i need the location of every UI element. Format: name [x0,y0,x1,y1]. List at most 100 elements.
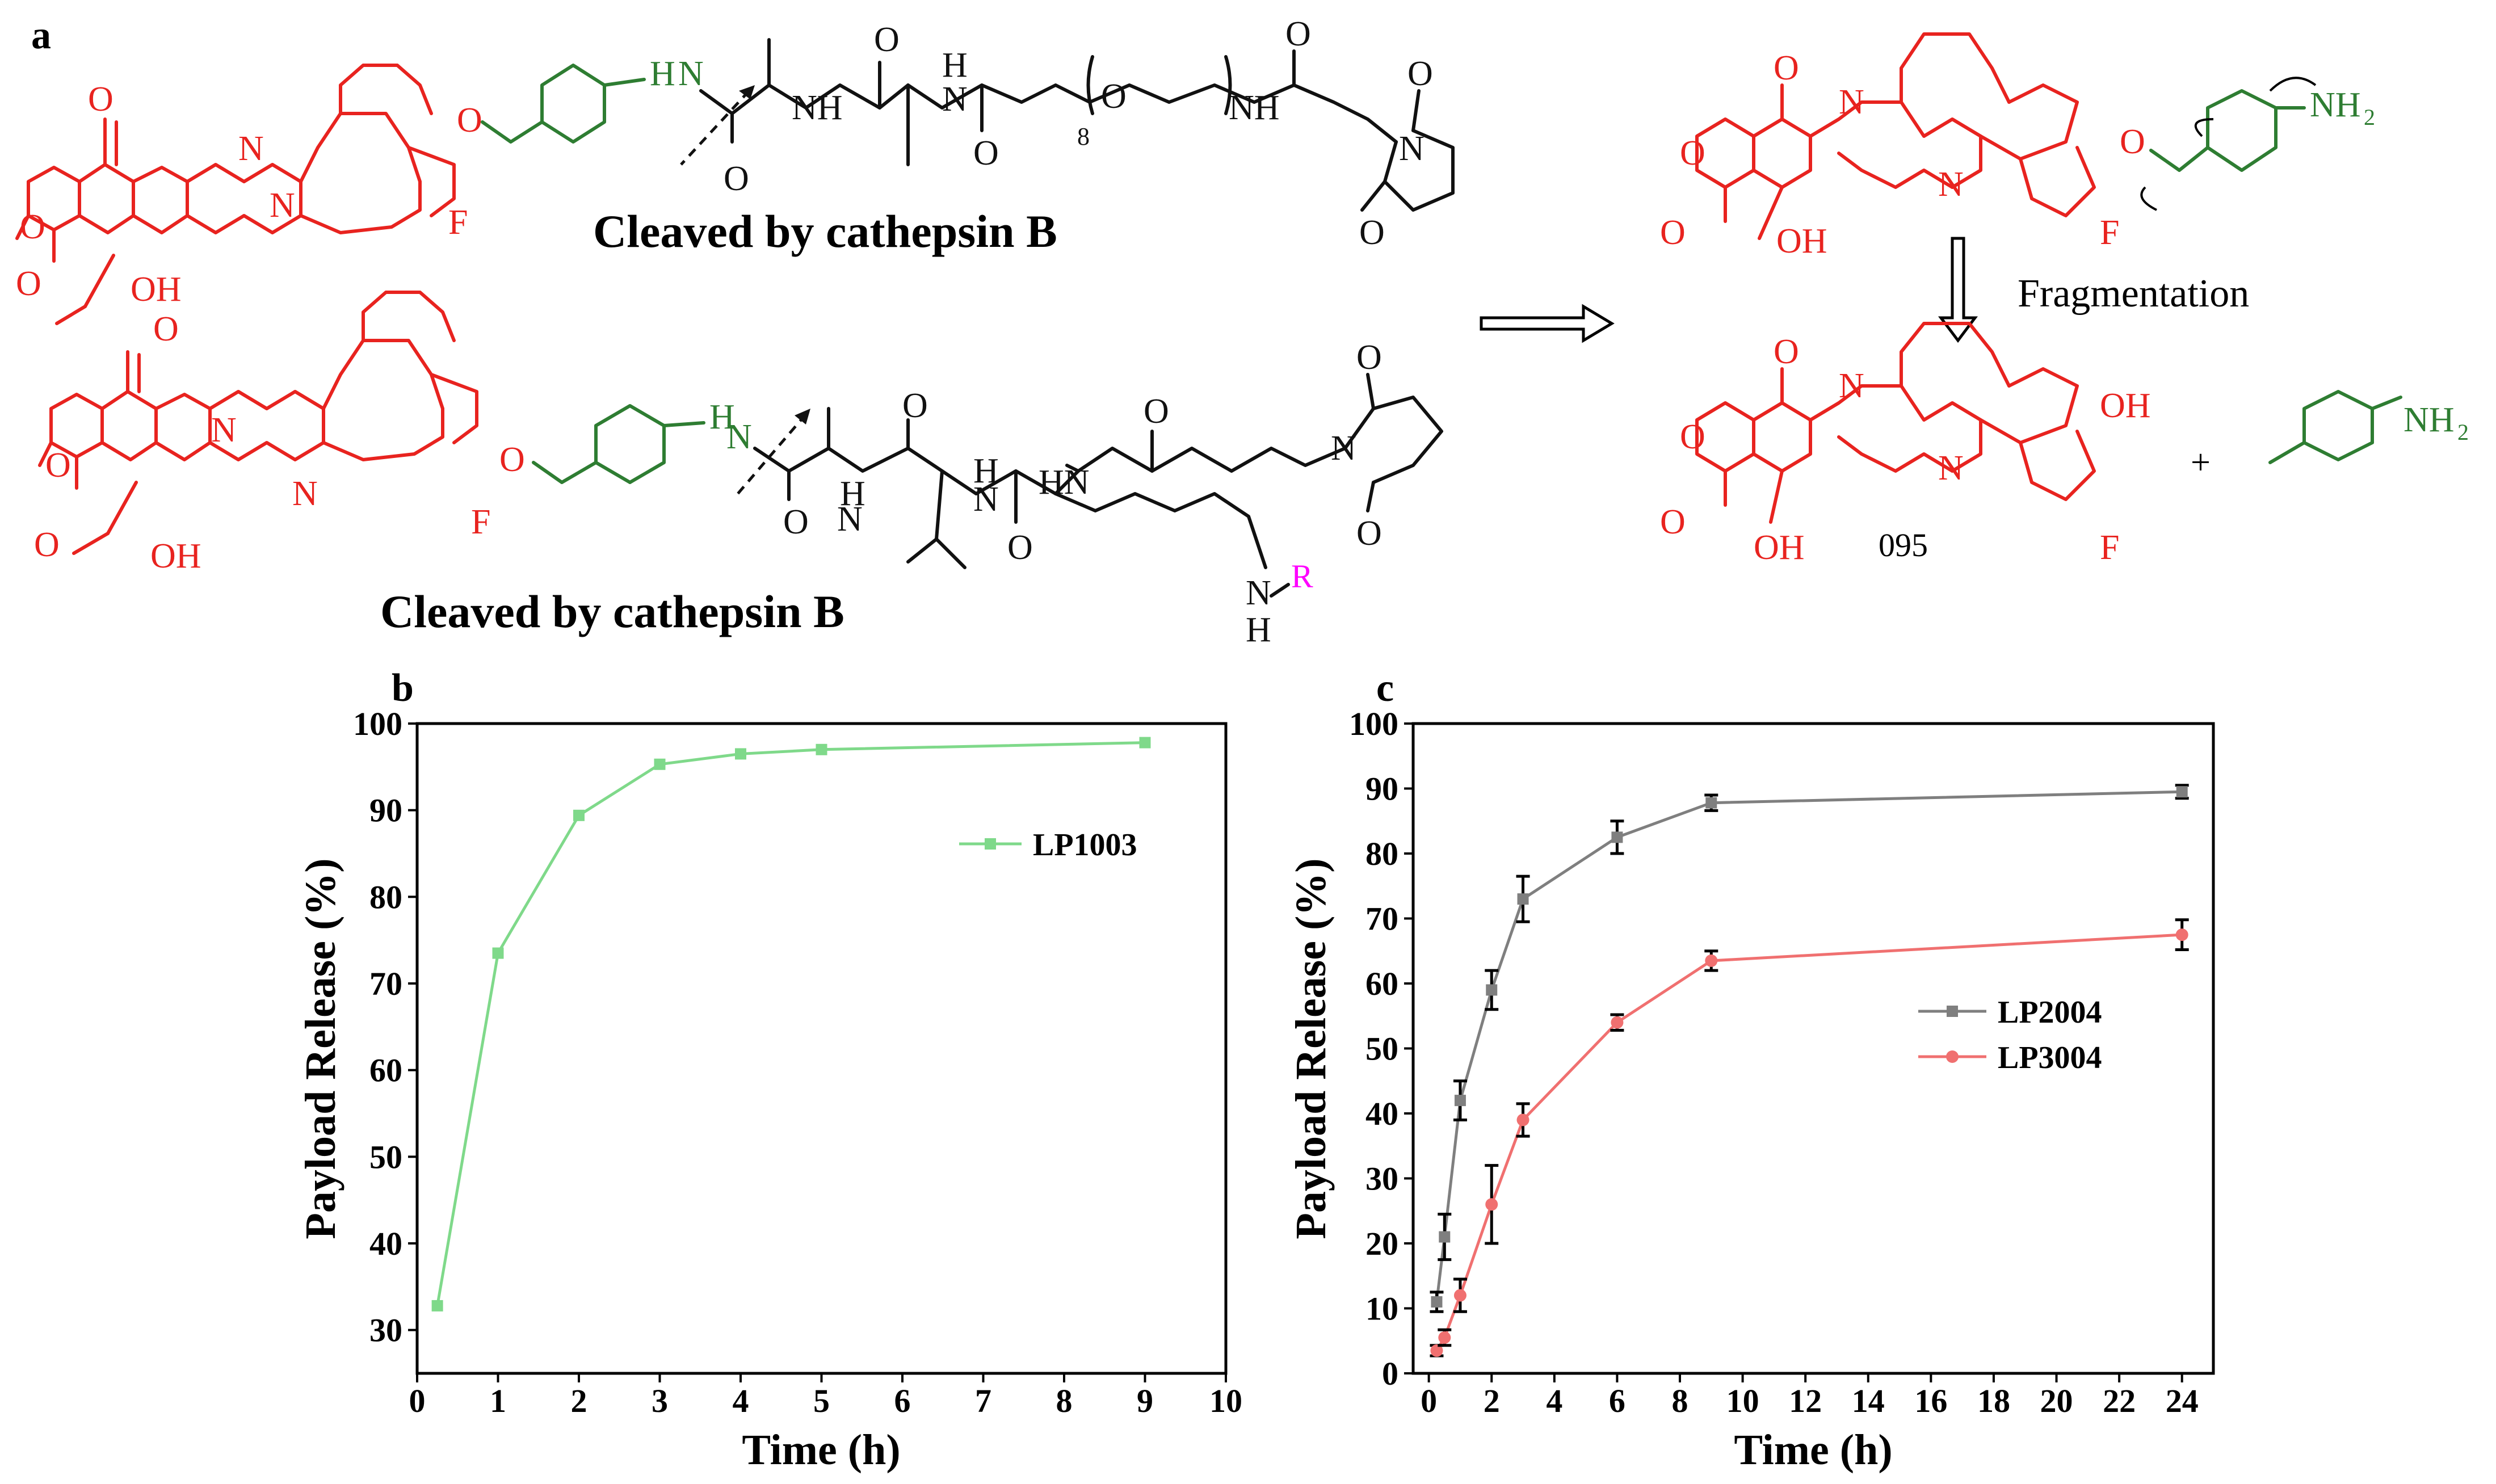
chart-c-series-1-point [1453,1289,1466,1302]
legend-lp3004: LP3004 [1998,1040,2102,1075]
atom-n: N [270,186,295,225]
atom-nh2: NH [2403,401,2455,439]
atom-o: O [45,446,71,485]
atom-oh: OH [2100,386,2151,425]
atom-n: N [678,54,704,93]
atom-f: F [448,203,468,242]
chart-c-x-tick-label: 6 [1609,1382,1625,1419]
atom-n: N [1331,429,1356,468]
intermediate-linker-structure [2140,77,2317,211]
chart-c-series-1-point [1611,1016,1624,1029]
chart-c-y-tick-label: 0 [1382,1355,1398,1392]
chart-c-x-tick-label: 12 [1789,1382,1822,1419]
chart-b-series-marks [431,737,1151,1311]
atom-o: O [1774,333,1799,371]
chart-b-x-tick-label: 7 [975,1382,991,1419]
atom-n: N [238,129,264,168]
atom-o: O [874,20,900,59]
atom-o: O [1356,338,1382,377]
chart-c-y-tick-label: 60 [1365,965,1398,1002]
atom-o: O [1359,213,1385,252]
chart-c-y-tick-label: 50 [1365,1031,1398,1067]
top-payload-structure [15,64,456,325]
chart-b-series-0-point [573,809,585,821]
chart-b-series-0-point [431,1300,443,1311]
atom-o: O [1680,418,1705,456]
chart-b-y-tick-label: 70 [369,965,402,1002]
chart-b-y-tick-label: 30 [369,1312,402,1349]
chart-b: b 0 1 2 3 4 5 6 7 8 9 10 30 40 50 60 70 80 90 100 Time (h)… [297,666,1242,1474]
atom-nh: NH [792,89,843,127]
r-group-label: R [1291,558,1313,595]
atom-oh: OH [1754,528,1805,567]
atom-o: O [20,208,45,246]
chart-c-series-0-point [1517,893,1529,905]
chart-c-x-tick-label: 4 [1546,1382,1562,1419]
quinone-methide-structure [2268,390,2402,464]
atom-h: H [840,474,865,513]
atom-o: O [1007,528,1033,567]
chart-b-x-tick-label: 5 [813,1382,830,1419]
chart-b-y-axis-title: Payload Release (%) [297,858,344,1239]
atom-o: O [1285,15,1311,53]
chart-b-x-axis-title: Time (h) [742,1426,900,1474]
fragmentation-label: Fragmentation [2018,272,2249,316]
atom-n: N [211,411,237,449]
legend-lp1003: LP1003 [1033,827,1137,863]
chart-c-x-tick-label: 14 [1852,1382,1885,1419]
atom-n: N [1839,367,1864,405]
chart-b-series-0-point [492,947,504,959]
chart-c-series-0-point [1454,1095,1466,1107]
chart-c-series-marks [1430,784,2189,1357]
atom-o: O [1680,134,1705,173]
bottom-linker-structure [532,404,705,484]
chart-c-y-tick-label: 100 [1349,705,1398,742]
chart-c-x-tick-label: 2 [1484,1382,1500,1419]
atom-h: H [709,398,735,436]
chart-b-x-tick-label: 4 [733,1382,749,1419]
top-peptide-structure [680,38,1455,212]
chart-b-series-0-point [735,748,746,760]
atom-n: N [726,418,752,456]
atom-h: H [650,54,675,93]
atom-o: O [499,440,525,479]
atom-o: O [2120,123,2145,161]
chart-b-y-tick-label: 40 [369,1225,402,1262]
intermediate-structure [1695,32,2096,240]
atom-o: O [783,503,809,541]
atom-o: O [1407,54,1433,93]
chart-b-series-0-point [654,758,666,770]
chart-c-x-tick-label: 8 [1672,1382,1688,1419]
atom-o: O [973,134,999,173]
chart-b-x-tick-label: 8 [1056,1382,1073,1419]
chart-c-y-tick-label: 90 [1365,771,1398,808]
cleave-caption-top: Cleaved by cathepsin B [593,205,1057,257]
chart-c-y-tick-label: 20 [1365,1225,1398,1262]
panel-b-label: b [392,666,414,710]
atom-oh: OH [150,537,201,575]
n-r-bond [1270,583,1290,598]
chart-b-axes: 0 1 2 3 4 5 6 7 8 9 10 30 40 50 60 70 80 90 100 [353,705,1242,1419]
atom-o: O [724,159,749,198]
atom-n: N [1938,449,1964,487]
chart-b-x-tick-label: 10 [1209,1382,1242,1419]
atom-n: N [837,500,863,539]
peg-repeat-count: 8 [1077,123,1090,150]
atom-o: O [34,526,60,564]
chart-c-x-tick-label: 20 [2040,1382,2073,1419]
atom-h: H [942,46,968,85]
chart-b-x-tick-label: 3 [652,1382,668,1419]
atom-f: F [471,503,490,541]
chart-b-x-tick-label: 0 [409,1382,426,1419]
atom-h: H [973,452,999,490]
chart-b-series-0-point [816,743,827,755]
chart-c-x-tick-label: 22 [2103,1382,2136,1419]
atom-subscript-2: 2 [2457,419,2469,445]
chart-b-x-tick-label: 6 [894,1382,911,1419]
bottom-payload-structure [38,291,478,555]
atom-subscript-2: 2 [2364,104,2375,130]
chart-c-y-axis-title: Payload Release (%) [1287,858,1335,1239]
atom-nh2: NH [2310,86,2361,124]
atom-f: F [2100,528,2119,567]
